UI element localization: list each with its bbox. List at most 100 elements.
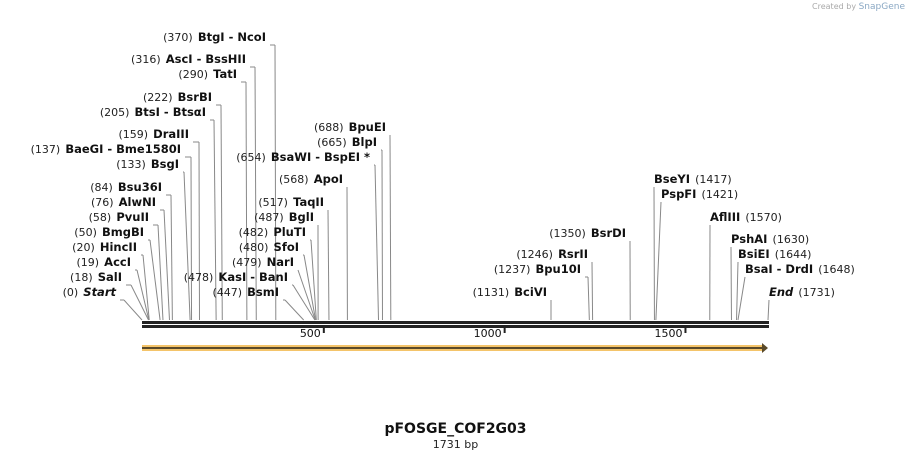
restriction-site[interactable]: (137) BaeGI - Bme1580I [31,138,193,321]
site-label[interactable]: (205) BtsI - BtsαI [100,101,206,120]
restriction-site[interactable]: (370) BtgI - NcoI [163,26,277,321]
site-leader-line [245,81,248,321]
site-label[interactable]: (137) BaeGI - Bme1580I [31,138,181,157]
restriction-site[interactable]: (290) TatI [178,63,248,321]
restriction-site[interactable]: (159) DraIII [118,123,201,321]
restriction-site[interactable]: (478) KasI - BanI [184,266,316,321]
site-label[interactable]: (487) BglI [254,206,314,225]
site-label[interactable]: (159) DraIII [118,123,189,142]
site-leader-line [736,261,739,321]
site-label[interactable]: (688) BpuEI [314,116,386,135]
restriction-site[interactable]: (482) PluTI [239,221,317,321]
restriction-site[interactable]: End (1731) [767,281,835,321]
restriction-site[interactable]: (517) TaqII [258,191,330,321]
ruler-tick [503,327,506,333]
restriction-site[interactable]: BseYI (1417) [653,168,732,321]
site-label[interactable]: (568) ApoI [279,168,343,187]
site-label[interactable]: AflIII (1570) [710,206,782,225]
site-label[interactable]: BsiEI (1644) [738,243,811,262]
site-leader-line [190,156,193,321]
ruler-label: 500 [300,327,321,340]
restriction-site[interactable]: (18) SalI [70,266,149,321]
site-leader-line [655,201,662,321]
site-leader-line [284,299,305,321]
site-label[interactable]: (76) AlwNI [91,191,156,210]
site-label[interactable]: (447) BsmI [212,281,279,300]
restriction-site[interactable]: (205) BtsI - BtsαI [100,101,217,321]
site-leader-line [213,119,217,321]
site-label[interactable]: (665) BlpI [317,131,377,150]
site-label[interactable]: (517) TaqII [258,191,324,210]
restriction-site[interactable]: (50) BmgBI [74,221,161,321]
site-leader-line [198,141,201,321]
site-label[interactable]: (58) PvuII [89,206,149,225]
restriction-site[interactable]: AflIII (1570) [709,206,782,321]
site-leader-line [142,254,150,321]
site-leader-line [136,269,150,321]
restriction-site[interactable]: (84) Bsu36I [90,176,173,321]
restriction-site[interactable]: (1131) BciVI [473,281,552,321]
site-label[interactable]: (19) AccI [76,251,131,270]
restriction-site[interactable]: BsaI - DrdI (1648) [737,258,855,321]
restriction-site[interactable]: (665) BlpI [317,131,383,321]
site-label[interactable]: (20) HincII [72,236,137,255]
site-label[interactable]: (1350) BsrDI [549,222,626,241]
site-label[interactable]: (480) SfoI [239,236,299,255]
site-leader-line [767,299,770,321]
site-label[interactable]: End (1731) [769,281,835,300]
restriction-site[interactable]: (58) PvuII [89,206,164,321]
plasmid-length: 1731 bp [432,438,479,451]
site-label[interactable]: BsaI - DrdI (1648) [745,258,855,277]
site-label[interactable]: PspFI (1421) [661,183,738,202]
restriction-site[interactable]: (19) AccI [76,251,150,321]
restriction-site[interactable]: (688) BpuEI [314,116,392,321]
restriction-site[interactable]: (487) BglI [254,206,319,321]
created-by-text: Created by [812,2,857,11]
site-label[interactable]: (290) TatI [178,63,237,82]
site-leader-line [183,171,191,321]
feature-arrowhead [762,343,768,353]
restriction-site[interactable]: (133) BsgI [116,153,191,321]
restriction-site[interactable]: (1237) Bpu10I [494,258,590,321]
site-leader-line [123,299,143,321]
site-label[interactable]: (50) BmgBI [74,221,144,240]
restriction-site[interactable]: (0) Start [63,281,143,321]
restriction-site[interactable]: (1350) BsrDI [549,222,631,321]
site-leader-line [163,209,170,321]
restriction-site[interactable]: PspFI (1421) [655,183,738,321]
site-label[interactable]: (0) Start [63,281,117,300]
site-label[interactable]: (1131) BciVI [473,281,547,300]
site-leader-line [737,276,746,321]
restriction-site[interactable]: (568) ApoI [279,168,348,321]
restriction-site[interactable]: (1246) RsrII [516,243,594,321]
site-label[interactable]: (370) BtgI - NcoI [163,26,266,45]
restriction-site[interactable]: BsiEI (1644) [736,243,812,321]
restriction-site[interactable]: (222) BsrBI [143,86,223,321]
restriction-site[interactable]: (480) SfoI [239,236,317,321]
restriction-site[interactable]: (20) HincII [72,236,150,321]
site-label[interactable]: BseYI (1417) [654,168,732,187]
site-label[interactable]: (654) BsaWI - BspEI * [236,146,370,165]
restriction-site[interactable]: (479) NarI [232,251,316,321]
site-label[interactable]: (222) BsrBI [143,86,212,105]
restriction-site[interactable]: (654) BsaWI - BspEI * [236,146,380,321]
restriction-site[interactable]: PshAI (1630) [730,228,809,321]
site-label[interactable]: (1237) Bpu10I [494,258,581,277]
site-label[interactable]: (479) NarI [232,251,294,270]
site-label[interactable]: PshAI (1630) [731,228,809,247]
site-label[interactable]: (1246) RsrII [516,243,588,262]
site-label[interactable]: (18) SalI [70,266,122,285]
plasmid-title: pFOSGE_COF2G03 [384,421,527,437]
site-label[interactable]: (478) KasI - BanI [184,266,288,285]
site-leader-line [292,284,316,321]
site-label[interactable]: (316) AscI - BssHII [131,48,246,67]
site-leader-line [587,276,590,321]
restriction-site[interactable]: (316) AscI - BssHII [131,48,257,321]
restriction-site[interactable]: (76) AlwNI [91,191,170,321]
site-label[interactable]: (482) PluTI [239,221,306,240]
site-leader-line [149,239,161,321]
restriction-site[interactable]: (447) BsmI [212,281,305,321]
site-label[interactable]: (84) Bsu36I [90,176,162,195]
site-label[interactable]: (133) BsgI [116,153,179,172]
